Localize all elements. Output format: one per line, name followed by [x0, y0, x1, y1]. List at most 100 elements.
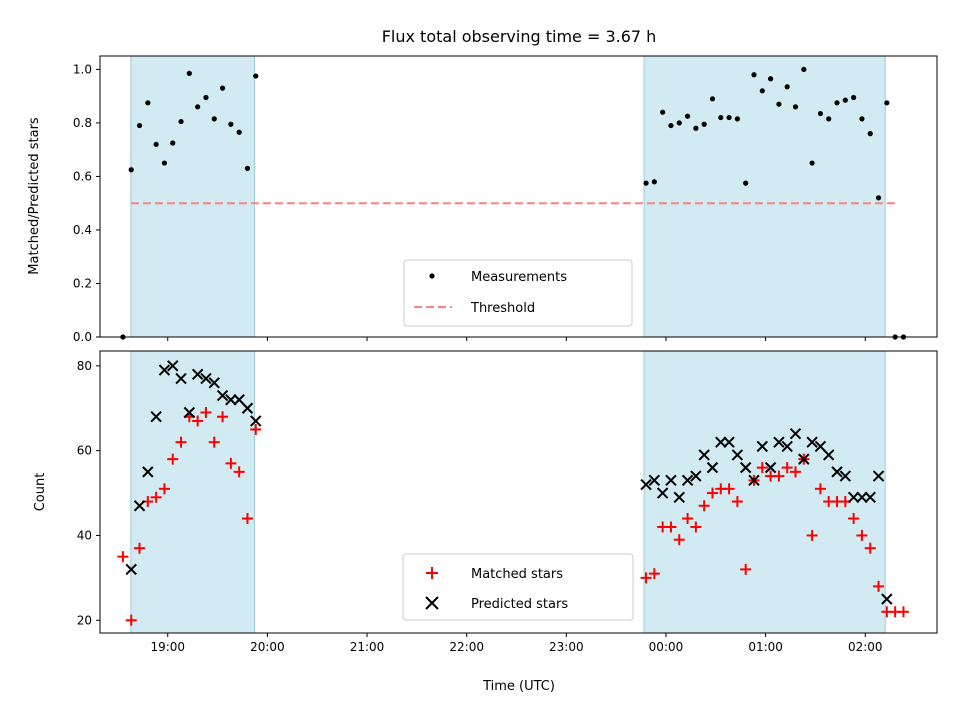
measurement-points	[120, 66, 907, 340]
measurement-point	[211, 116, 217, 122]
predicted-star-point	[690, 470, 702, 482]
measurement-point	[228, 121, 234, 127]
predicted-star-point	[133, 500, 146, 512]
measurement-point	[743, 180, 749, 186]
matched-star-point	[217, 411, 229, 423]
matched-star-point	[756, 462, 768, 474]
measurement-point	[145, 100, 151, 106]
measurement-point	[219, 85, 226, 91]
matched-star-point	[200, 406, 212, 418]
measurement-point	[867, 131, 873, 137]
measurement-point	[161, 160, 168, 166]
predicted-star-point	[764, 461, 777, 474]
predicted-star-point	[839, 470, 852, 482]
bottom-shaded-regions	[130, 351, 886, 633]
top-x-ticks	[167, 337, 866, 341]
threshold-legend-label: Threshold	[470, 301, 535, 316]
matched-star-point	[864, 542, 876, 554]
measurement-point	[701, 121, 707, 127]
bottom-y-tick-label: 20	[77, 613, 92, 627]
matched-star-point	[158, 483, 170, 495]
measurements-legend-label: Measurements	[471, 270, 567, 285]
measurement-point	[767, 76, 774, 82]
predicted-star-point	[739, 461, 752, 474]
ratio-panel: Flux total observing time = 3.67 h 0.00.…	[27, 27, 938, 344]
measurement-point	[718, 114, 724, 121]
predicted-star-point	[723, 436, 735, 448]
predicted-star-point	[698, 449, 710, 461]
predicted-star-point	[789, 427, 802, 440]
measurement-point	[153, 141, 159, 147]
predicted-legend-marker	[425, 596, 439, 610]
matched-star-point	[167, 453, 179, 465]
bottom-y-tick-label: 40	[77, 528, 92, 542]
matched-star-point	[648, 568, 660, 580]
measurement-point	[776, 101, 782, 107]
predicted-star-point	[158, 364, 171, 376]
predicted-star-point	[142, 466, 154, 478]
matched-star-point	[250, 423, 262, 435]
measurement-point	[859, 116, 865, 122]
predicted-star-point	[175, 372, 187, 385]
matched-star-points	[117, 406, 909, 626]
predicted-star-point	[814, 440, 827, 453]
matched-star-point	[731, 496, 743, 508]
predicted-star-point	[183, 406, 196, 419]
x-tick-label: 20:00	[250, 640, 285, 654]
x-tick-label: 23:00	[549, 640, 584, 654]
top-y-tick-label: 0.8	[73, 116, 92, 130]
matched-star-point	[241, 513, 253, 525]
measurement-point	[136, 122, 143, 129]
top-shaded-regions	[130, 56, 886, 337]
matched-star-point	[682, 513, 694, 525]
top-plot-frame	[99, 55, 938, 338]
x-tick-label: 19:00	[150, 640, 185, 654]
predicted-star-point	[706, 461, 719, 474]
measurement-point	[676, 120, 682, 126]
chart-title: Flux total observing time = 3.67 h	[382, 27, 657, 46]
top-shaded-region	[644, 56, 886, 337]
predicted-star-point	[216, 389, 229, 402]
predicted-star-point	[864, 491, 876, 504]
predicted-star-point	[241, 402, 254, 414]
measurement-point	[751, 72, 757, 78]
bottom-y-axis-label: Count	[33, 473, 48, 512]
measurement-point	[759, 88, 765, 94]
top-legend-box	[403, 259, 633, 327]
top-shaded-region	[130, 56, 255, 337]
measurement-point	[170, 140, 176, 146]
bottom-shaded-region	[644, 351, 886, 633]
matched-star-point	[233, 466, 245, 478]
matched-star-point	[781, 462, 793, 474]
x-tick-label: 22:00	[449, 640, 484, 654]
predicted-star-point	[673, 491, 685, 504]
matched-star-point	[698, 500, 710, 512]
predicted-star-point	[798, 453, 810, 465]
predicted-star-point	[150, 411, 162, 423]
matched-star-point	[192, 415, 204, 427]
matched-star-point	[723, 483, 735, 495]
predicted-star-point	[823, 449, 835, 461]
measurement-point	[809, 160, 815, 166]
top-y-axis-label: Matched/Predicted stars	[27, 117, 42, 275]
measurement-point	[709, 96, 716, 102]
predicted-star-point	[715, 436, 727, 448]
matched-star-point	[856, 529, 868, 541]
predicted-star-point	[681, 474, 694, 487]
measurements-legend-marker	[429, 273, 435, 279]
matched-star-point	[790, 466, 802, 478]
measurement-point	[884, 100, 890, 106]
bottom-y-ticks: 20 40 60 80	[77, 359, 100, 627]
predicted-star-point	[781, 440, 793, 453]
matched-star-point	[208, 436, 220, 448]
predicted-star-point	[250, 415, 262, 427]
measurement-point	[875, 195, 882, 201]
measurement-point	[851, 94, 857, 101]
measurement-point	[801, 66, 807, 72]
predicted-star-point	[191, 368, 204, 381]
bottom-legend: Matched stars Predicted stars	[402, 553, 634, 621]
matched-star-point	[848, 513, 860, 525]
measurement-point	[195, 104, 201, 110]
x-tick-label: 01:00	[748, 640, 783, 654]
